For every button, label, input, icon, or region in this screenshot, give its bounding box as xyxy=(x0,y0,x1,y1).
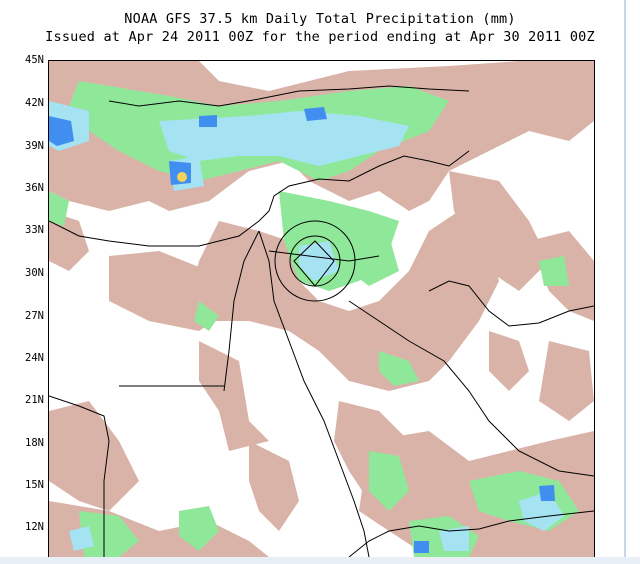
window-border-right xyxy=(624,0,626,564)
lat-label-12n: 12N xyxy=(25,521,44,533)
window-border-bottom xyxy=(0,557,640,564)
lat-label-45n: 45N xyxy=(25,54,44,66)
lat-label-15n: 15N xyxy=(25,479,44,491)
extreme-precip-field xyxy=(177,172,187,182)
lat-label-27n: 27N xyxy=(25,310,44,322)
map-title: NOAA GFS 37.5 km Daily Total Precipitati… xyxy=(0,10,640,46)
title-line-2: Issued at Apr 24 2011 00Z for the period… xyxy=(45,29,595,45)
lat-label-36n: 36N xyxy=(25,182,44,194)
target-circles xyxy=(274,220,356,302)
lat-label-18n: 18N xyxy=(25,437,44,449)
coastlines xyxy=(49,85,594,557)
lat-label-21n: 21N xyxy=(25,394,44,406)
lat-label-24n: 24N xyxy=(25,352,44,364)
lat-label-42n: 42N xyxy=(25,97,44,109)
lat-label-30n: 30N xyxy=(25,267,44,279)
map-canvas xyxy=(49,61,594,557)
precipitation-map xyxy=(48,60,595,558)
lat-label-33n: 33N xyxy=(25,224,44,236)
lat-label-39n: 39N xyxy=(25,140,44,152)
title-line-1: NOAA GFS 37.5 km Daily Total Precipitati… xyxy=(124,11,516,27)
